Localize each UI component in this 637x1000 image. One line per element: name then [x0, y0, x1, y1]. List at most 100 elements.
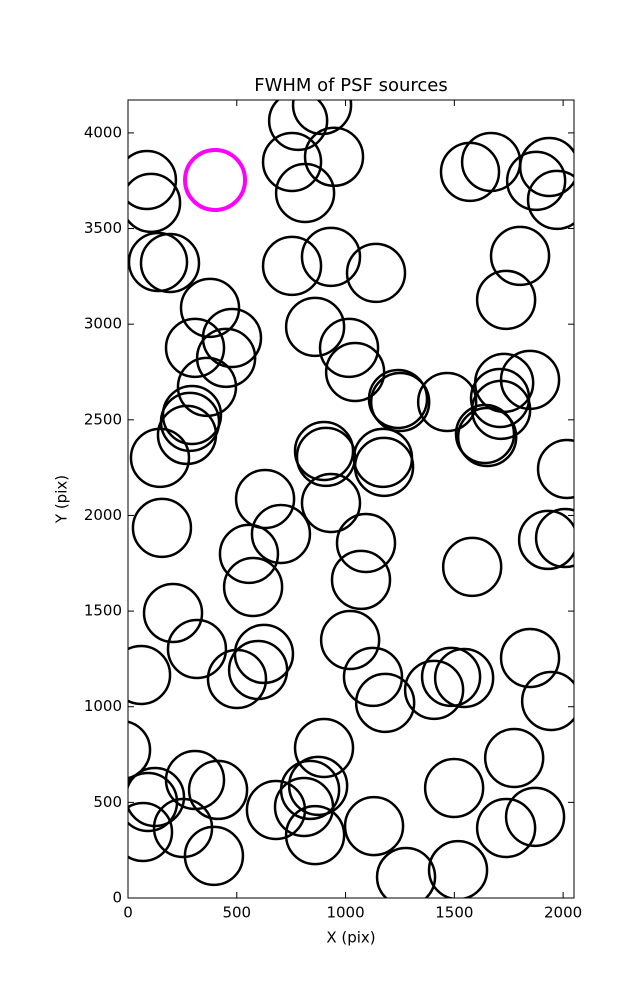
y-axis-label: Y (pix) [53, 475, 71, 524]
source-circle [518, 136, 574, 198]
source-circle [475, 269, 537, 331]
source-circle [201, 307, 263, 369]
source-circle [128, 149, 178, 211]
source-circle [456, 406, 518, 468]
source-circle [354, 672, 416, 734]
source-circle [274, 162, 336, 224]
source-circle [128, 644, 172, 706]
x-tick-label: 1000 [326, 904, 364, 922]
source-circle [300, 472, 362, 534]
x-tick-label: 500 [222, 904, 251, 922]
plot-area [128, 100, 574, 898]
source-circle [536, 438, 574, 500]
source-circle [128, 172, 182, 234]
source-circle [284, 296, 346, 358]
source-circle [441, 536, 503, 598]
source-circle [335, 512, 397, 574]
source-circle [164, 317, 226, 379]
source-circle [353, 436, 415, 498]
source-circle [534, 507, 574, 569]
y-tick-label: 1000 [84, 697, 122, 715]
source-circle [318, 317, 380, 379]
source-circle [250, 503, 312, 565]
x-axis-label: X (pix) [326, 929, 375, 947]
source-circle [273, 776, 335, 838]
source-circle [129, 427, 191, 489]
source-circle [261, 235, 323, 297]
source-circle [433, 647, 495, 709]
source-circle [367, 368, 429, 430]
chart-title: FWHM of PSF sources [254, 75, 448, 96]
source-circle [460, 131, 522, 193]
source-circle [176, 356, 238, 418]
source-circle [179, 277, 241, 339]
source-circle [128, 720, 152, 780]
source-circle [324, 341, 386, 403]
source-circle [427, 839, 489, 898]
source-circle [343, 795, 405, 857]
y-tick-label: 3500 [84, 219, 122, 237]
source-circle [261, 131, 323, 193]
source-circle [159, 391, 221, 453]
source-circle [423, 757, 485, 819]
source-circle [267, 100, 329, 152]
source-circle [195, 327, 257, 389]
x-tick-label: 1500 [435, 904, 473, 922]
source-circle [483, 727, 545, 789]
source-circle [303, 126, 365, 188]
source-circle [416, 371, 478, 433]
source-circle [439, 141, 501, 203]
source-circle [233, 623, 295, 685]
source-circle [489, 225, 551, 287]
source-circle [499, 627, 561, 689]
source-circle [504, 786, 566, 848]
source-circle [517, 509, 574, 571]
source-circle [222, 556, 284, 618]
y-tick-label: 1500 [84, 602, 122, 620]
y-tick-label: 2000 [84, 506, 122, 524]
y-tick-label: 3000 [84, 315, 122, 333]
y-tick-label: 0 [112, 889, 122, 907]
source-circle [284, 804, 346, 866]
source-circle [234, 468, 296, 530]
source-circle [142, 582, 204, 644]
source-circle [526, 169, 574, 231]
source-circle [139, 232, 201, 294]
source-circle [345, 242, 407, 304]
source-circle [375, 846, 437, 898]
source-circle [293, 420, 355, 482]
source-circle [245, 779, 307, 841]
source-circle [128, 801, 174, 863]
source-circle [227, 639, 289, 701]
x-tick-label: 0 [123, 904, 133, 922]
source-circle [403, 659, 465, 721]
x-tick-label: 2000 [544, 904, 582, 922]
source-circle [300, 226, 362, 288]
source-circle [499, 349, 561, 411]
source-circle [218, 523, 280, 585]
source-circle [187, 759, 249, 821]
source-circle [330, 549, 392, 611]
source-circle [128, 231, 189, 293]
source-circle [520, 670, 574, 732]
source-circle [287, 755, 349, 817]
source-circle [156, 404, 218, 466]
source-circle [131, 497, 193, 559]
source-circle [128, 771, 179, 833]
source-circle [319, 609, 381, 671]
source-circle [166, 618, 228, 680]
y-tick-label: 2500 [84, 410, 122, 428]
plot-frame [127, 99, 575, 899]
source-circle [475, 797, 537, 859]
source-circle [454, 403, 516, 465]
y-tick-label: 500 [93, 793, 122, 811]
source-circle [369, 371, 431, 433]
source-circle [183, 147, 248, 212]
source-circle [128, 766, 186, 828]
source-circle [505, 150, 567, 212]
source-circle [420, 646, 482, 708]
source-circle [342, 646, 404, 708]
source-circle [293, 717, 355, 779]
